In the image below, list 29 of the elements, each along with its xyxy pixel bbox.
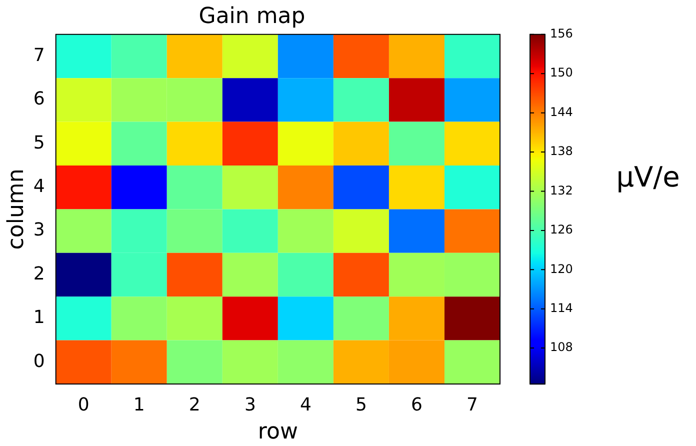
y-tick-label: 4 (33, 176, 45, 198)
x-tick-label: 1 (133, 394, 145, 416)
color-bar-label: 132 (550, 183, 573, 198)
y-tick-label: 5 (33, 132, 45, 154)
x-tick-label: 0 (78, 394, 90, 416)
x-tick-label: 7 (466, 394, 478, 416)
y-tick-label: 0 (33, 350, 45, 372)
y-tick-label: 1 (33, 307, 45, 328)
color-bar-label: 126 (550, 222, 573, 237)
y-tick-label: 2 (33, 263, 45, 284)
color-bar-label: 150 (550, 66, 573, 80)
x-tick-label: 5 (355, 394, 367, 416)
x-tick-label: 4 (300, 394, 312, 416)
color-bar-label: 114 (550, 300, 573, 315)
x-tick-label: 3 (244, 394, 256, 416)
x-axis-title: row (258, 420, 298, 445)
color-bar-label: 138 (550, 144, 573, 158)
chart-title: Gain map (198, 4, 306, 29)
color-bar-label: 108 (550, 340, 573, 354)
y-axis-title: column (4, 168, 29, 250)
y-tick-label: 3 (33, 220, 45, 241)
x-tick-label: 6 (410, 394, 422, 416)
color-bar-label: 120 (550, 262, 573, 276)
color-bar-title: μV/e (616, 160, 680, 194)
y-tick-label: 7 (33, 44, 45, 66)
color-bar-label: 144 (550, 104, 573, 119)
color-bar-label: 156 (550, 26, 573, 41)
y-tick-label: 6 (33, 88, 45, 110)
x-tick-label: 2 (188, 394, 200, 416)
